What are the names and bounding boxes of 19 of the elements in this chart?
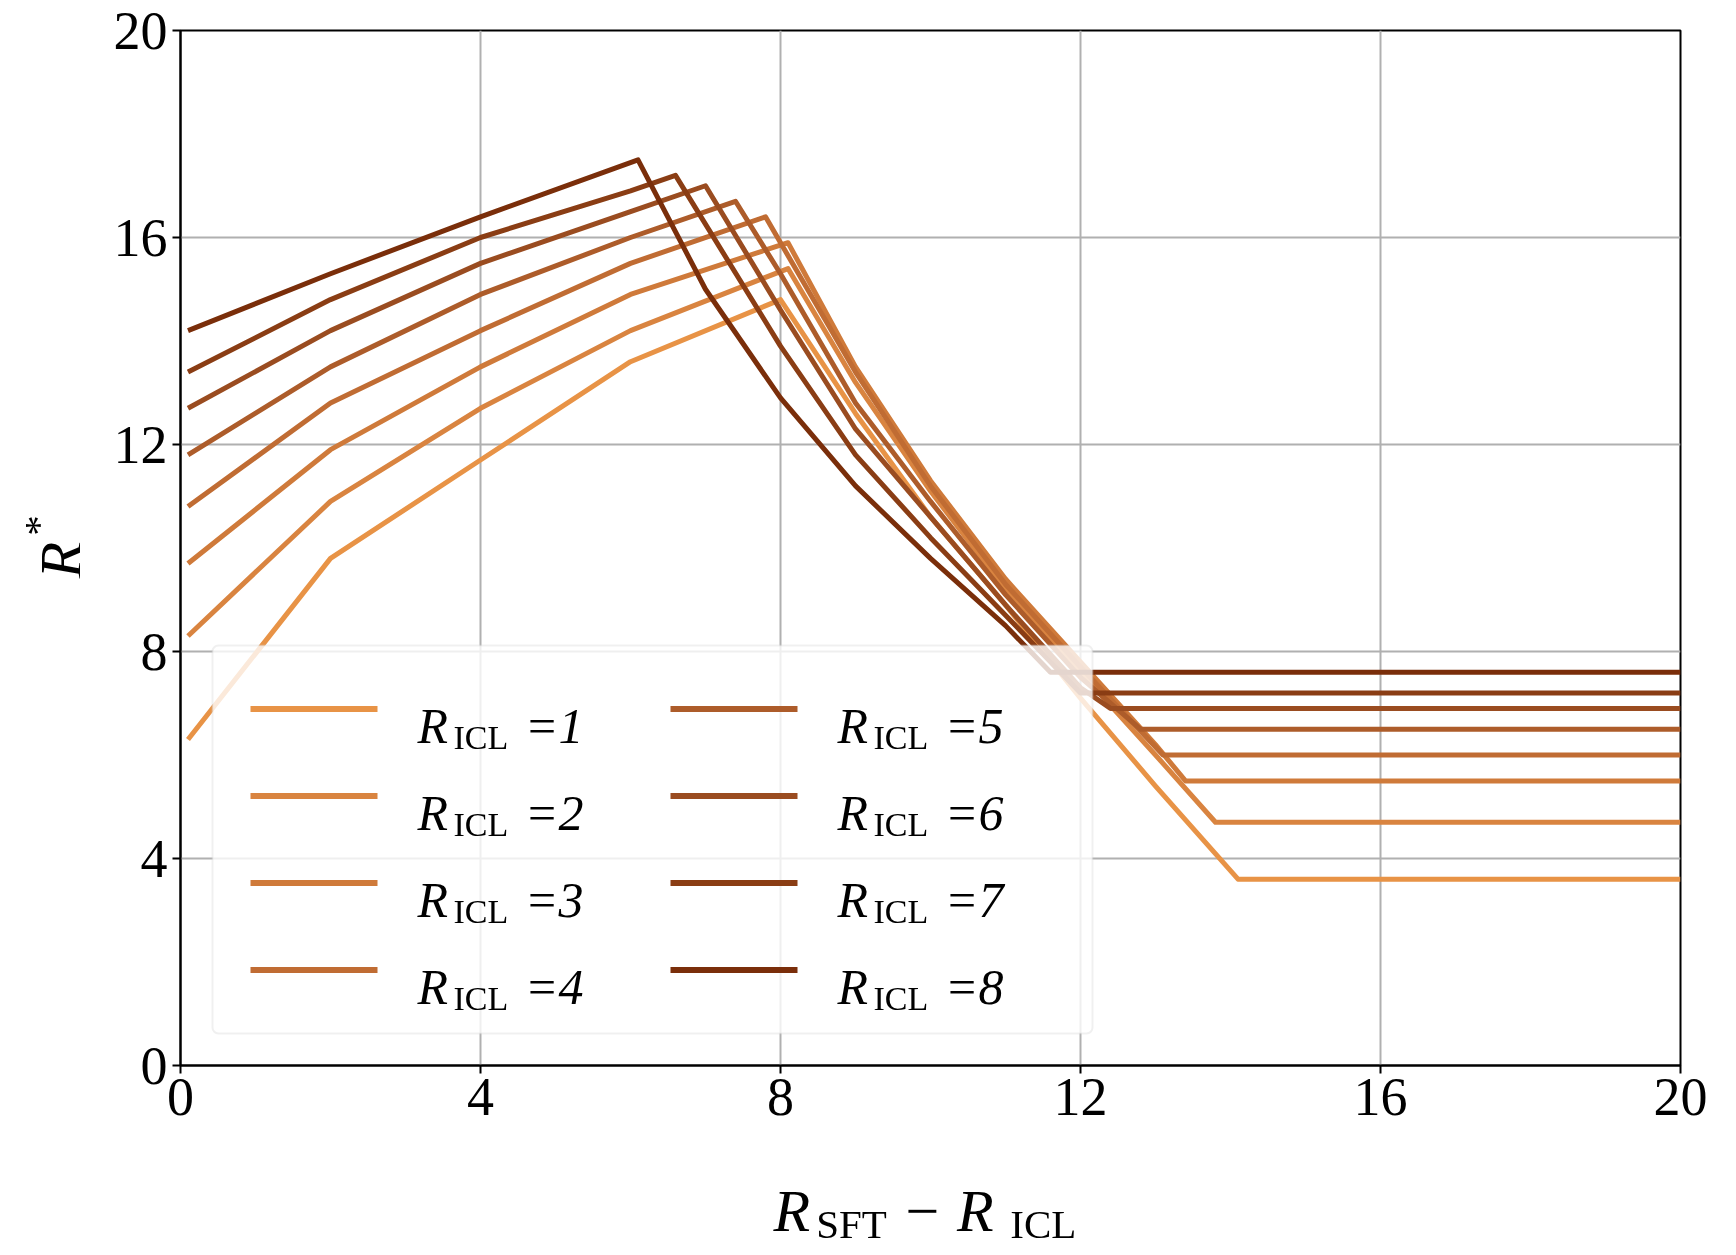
y-tick-label: 4 — [140, 828, 168, 889]
x-tick-label: 20 — [1653, 1066, 1708, 1127]
legend-label: RICL=6 — [836, 785, 1004, 843]
x-tick-label: 16 — [1353, 1066, 1408, 1127]
x-tick-label: 8 — [767, 1066, 794, 1127]
legend-label: RICL=1 — [416, 698, 584, 756]
legend-label: RICL=5 — [836, 698, 1004, 756]
y-tick-label: 20 — [113, 0, 168, 61]
legend-label: RICL=7 — [836, 872, 1006, 930]
y-tick-label: 8 — [140, 621, 168, 682]
y-tick-label: 12 — [113, 414, 168, 475]
x-tick-label: 4 — [467, 1066, 494, 1127]
legend-label: RICL=8 — [836, 959, 1004, 1017]
legend-label: RICL=2 — [416, 785, 584, 843]
x-tick-label: 12 — [1053, 1066, 1108, 1127]
legend-label: RICL=3 — [416, 872, 584, 930]
y-axis-title: R* — [14, 515, 94, 580]
y-tick-label: 16 — [113, 207, 168, 268]
legend-label: RICL=4 — [416, 959, 584, 1017]
